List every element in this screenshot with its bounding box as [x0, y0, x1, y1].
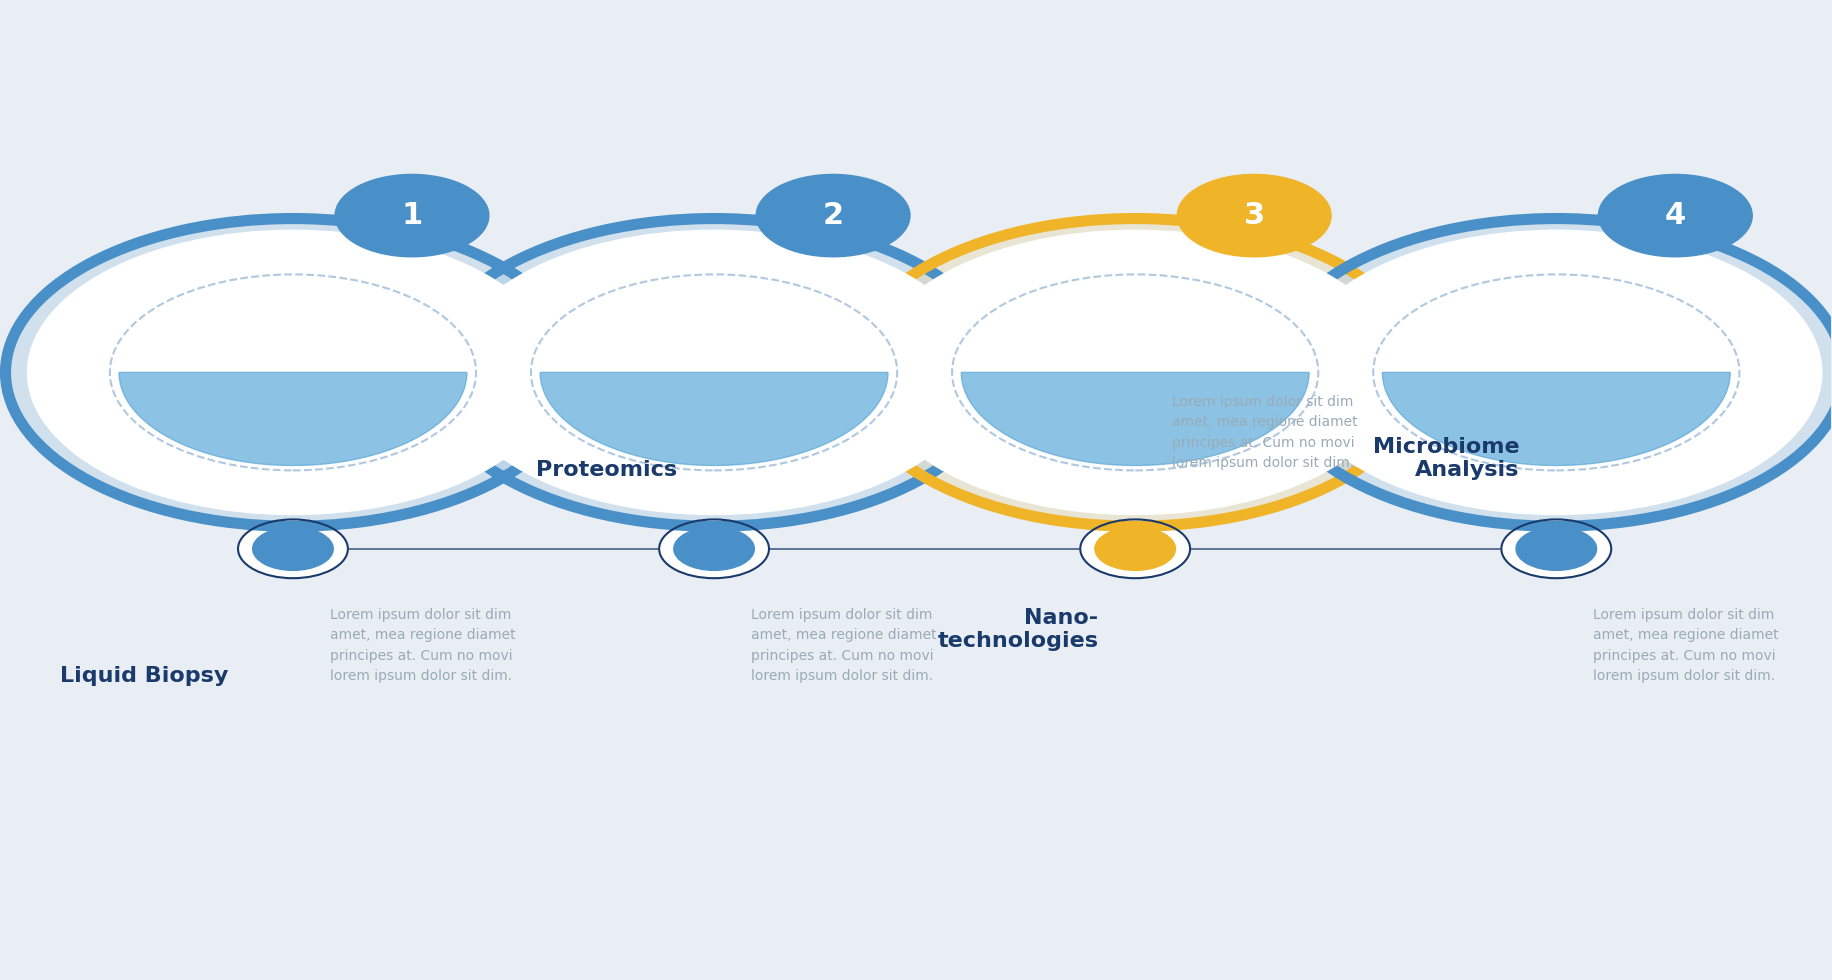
Polygon shape: [1383, 372, 1729, 465]
Text: 1: 1: [401, 201, 423, 230]
Circle shape: [660, 519, 769, 578]
Text: Nano-
technologies: Nano- technologies: [938, 608, 1099, 651]
Circle shape: [1502, 519, 1610, 578]
Text: 3: 3: [1244, 201, 1264, 230]
Text: Lorem ipsum dolor sit dim
amet, mea regione diamet
principes at. Cum no movi
lor: Lorem ipsum dolor sit dim amet, mea regi…: [330, 608, 515, 683]
Text: Proteomics: Proteomics: [537, 461, 678, 480]
Text: 2: 2: [823, 201, 845, 230]
Circle shape: [1270, 219, 1832, 526]
Polygon shape: [119, 372, 467, 465]
Polygon shape: [540, 372, 889, 465]
Circle shape: [1096, 527, 1176, 570]
Text: 4: 4: [1665, 201, 1685, 230]
Circle shape: [1598, 174, 1751, 257]
Circle shape: [253, 527, 333, 570]
Circle shape: [449, 230, 980, 514]
Text: Lorem ipsum dolor sit dim
amet, mea regione diamet
principes at. Cum no movi
lor: Lorem ipsum dolor sit dim amet, mea regi…: [1172, 395, 1358, 470]
Circle shape: [5, 219, 581, 526]
Polygon shape: [962, 372, 1310, 465]
Circle shape: [848, 219, 1423, 526]
Circle shape: [427, 219, 1002, 526]
Text: Lorem ipsum dolor sit dim
amet, mea regione diamet
principes at. Cum no movi
lor: Lorem ipsum dolor sit dim amet, mea regi…: [751, 608, 936, 683]
Circle shape: [674, 527, 755, 570]
Circle shape: [335, 174, 489, 257]
Text: Lorem ipsum dolor sit dim
amet, mea regione diamet
principes at. Cum no movi
lor: Lorem ipsum dolor sit dim amet, mea regi…: [1594, 608, 1779, 683]
Circle shape: [757, 174, 911, 257]
Text: Microbiome
Analysis: Microbiome Analysis: [1372, 437, 1521, 480]
Text: Liquid Biopsy: Liquid Biopsy: [60, 666, 229, 686]
Circle shape: [1517, 527, 1596, 570]
Circle shape: [27, 230, 559, 514]
Circle shape: [1292, 230, 1821, 514]
Circle shape: [1178, 174, 1332, 257]
Circle shape: [1081, 519, 1191, 578]
Circle shape: [238, 519, 348, 578]
Circle shape: [870, 230, 1401, 514]
